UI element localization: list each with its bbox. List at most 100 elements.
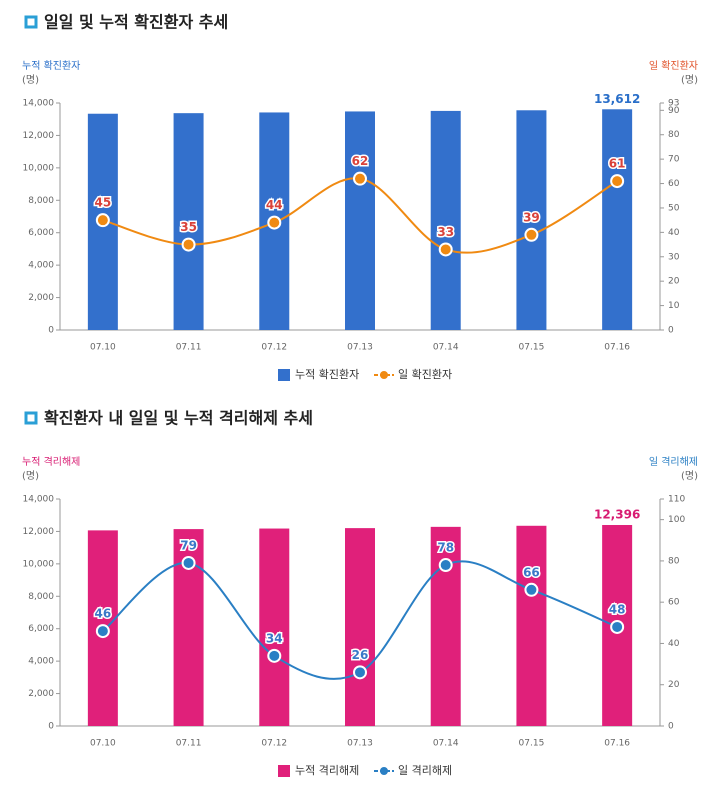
x-tick-label: 07.15 bbox=[519, 739, 545, 749]
line-point bbox=[438, 558, 453, 573]
y-tick-label: 4,000 bbox=[28, 261, 54, 271]
y-axis-unit: (명) bbox=[22, 74, 39, 86]
point-value-label: 48 bbox=[609, 602, 626, 616]
bar bbox=[345, 111, 375, 331]
point-value-label: 45 bbox=[95, 196, 112, 210]
y2-axis-label: 일 확진환자 bbox=[649, 60, 698, 72]
line-point bbox=[524, 582, 539, 597]
x-tick-label: 07.15 bbox=[519, 343, 545, 353]
y-tick-label: 14,000 bbox=[23, 495, 55, 505]
point-value-label: 35 bbox=[180, 220, 197, 234]
chart-title: 확진환자 내 일일 및 누적 격리해제 추세 bbox=[44, 409, 313, 428]
point-value-label: 46 bbox=[95, 607, 112, 621]
y2-tick-label: 80 bbox=[668, 556, 680, 566]
y2-axis-label: 일 격리해제 bbox=[649, 455, 698, 468]
y2-axis-unit: (명) bbox=[681, 74, 698, 86]
y-tick-label: 6,000 bbox=[28, 228, 54, 238]
y2-tick-label: 93 bbox=[668, 99, 679, 109]
y-axis-unit: (명) bbox=[22, 470, 39, 482]
line-point bbox=[95, 624, 110, 639]
title-icon bbox=[24, 15, 38, 29]
y2-tick-label: 60 bbox=[668, 598, 680, 608]
y2-tick-label: 20 bbox=[668, 680, 680, 690]
y-tick-label: 4,000 bbox=[28, 657, 54, 667]
x-tick-label: 07.12 bbox=[261, 343, 287, 353]
bar bbox=[516, 525, 547, 726]
line-point bbox=[353, 665, 367, 680]
legend-label: 일 확진환자 bbox=[398, 367, 452, 381]
y-axis-label: 누적 확진환자 bbox=[22, 60, 80, 72]
y2-tick-label: 100 bbox=[668, 515, 685, 525]
point-value-label: 39 bbox=[523, 210, 540, 224]
line-point bbox=[524, 227, 539, 242]
point-value-label: 33 bbox=[437, 225, 454, 239]
y-tick-label: 10,000 bbox=[23, 163, 55, 173]
y2-tick-label: 40 bbox=[668, 228, 680, 238]
bar bbox=[345, 528, 375, 726]
y2-tick-label: 0 bbox=[668, 722, 674, 732]
x-tick-label: 07.11 bbox=[176, 739, 202, 749]
y-tick-label: 2,000 bbox=[28, 689, 54, 699]
legend-label: 일 격리해제 bbox=[398, 763, 452, 777]
y2-tick-label: 110 bbox=[668, 495, 685, 505]
y-tick-label: 0 bbox=[48, 722, 54, 732]
y2-tick-label: 0 bbox=[668, 326, 674, 336]
y-tick-label: 8,000 bbox=[28, 592, 54, 602]
y-tick-label: 2,000 bbox=[28, 293, 54, 303]
chart-title: 일일 및 누적 확진환자 추세 bbox=[44, 13, 228, 32]
title-icon bbox=[24, 411, 38, 425]
line-point bbox=[610, 619, 625, 634]
y-tick-label: 8,000 bbox=[28, 196, 54, 206]
x-tick-label: 07.10 bbox=[90, 739, 116, 749]
point-value-label: 44 bbox=[266, 198, 283, 212]
line-point bbox=[267, 648, 282, 663]
x-tick-label: 07.16 bbox=[604, 739, 630, 749]
bar bbox=[173, 113, 204, 331]
y-tick-label: 12,000 bbox=[23, 527, 55, 537]
y-tick-label: 6,000 bbox=[28, 624, 54, 634]
legend-label: 누적 확진환자 bbox=[295, 368, 359, 381]
point-value-label: 79 bbox=[180, 538, 197, 552]
x-tick-label: 07.12 bbox=[261, 739, 287, 749]
x-tick-label: 07.13 bbox=[347, 739, 373, 749]
bar bbox=[259, 528, 290, 726]
y2-tick-label: 20 bbox=[668, 277, 680, 287]
x-tick-label: 07.14 bbox=[433, 739, 459, 749]
y2-tick-label: 90 bbox=[668, 106, 680, 116]
point-value-label: 78 bbox=[437, 541, 454, 555]
bar bbox=[430, 526, 461, 726]
y-tick-label: 0 bbox=[48, 326, 54, 336]
legend-swatch bbox=[278, 369, 290, 381]
x-tick-label: 07.13 bbox=[347, 343, 373, 353]
line-point bbox=[610, 174, 625, 189]
x-tick-label: 07.14 bbox=[433, 343, 459, 353]
legend-dot bbox=[380, 767, 388, 775]
y-tick-label: 10,000 bbox=[23, 559, 55, 569]
y2-tick-label: 50 bbox=[668, 203, 680, 213]
bar bbox=[516, 110, 547, 330]
y2-tick-label: 60 bbox=[668, 179, 680, 189]
line-point bbox=[438, 242, 453, 257]
y2-tick-label: 30 bbox=[668, 252, 680, 262]
x-tick-label: 07.10 bbox=[90, 343, 116, 353]
legend-label: 누적 격리해제 bbox=[295, 763, 359, 777]
point-value-label: 66 bbox=[523, 565, 540, 579]
bar bbox=[602, 109, 633, 331]
bar-value-label: 12,396 bbox=[594, 508, 640, 522]
y2-tick-label: 80 bbox=[668, 130, 680, 140]
y-tick-label: 12,000 bbox=[23, 131, 55, 141]
line-point bbox=[267, 215, 282, 230]
y-tick-label: 14,000 bbox=[23, 99, 55, 109]
line-point bbox=[181, 237, 196, 252]
legend-dot bbox=[380, 371, 388, 379]
y2-tick-label: 70 bbox=[668, 155, 680, 165]
bar-value-label: 13,612 bbox=[594, 92, 640, 106]
y2-tick-label: 40 bbox=[668, 639, 680, 649]
y2-axis-unit: (명) bbox=[681, 470, 698, 482]
y2-tick-label: 10 bbox=[668, 301, 680, 311]
x-tick-label: 07.11 bbox=[176, 343, 202, 353]
point-value-label: 61 bbox=[609, 157, 626, 171]
point-value-label: 34 bbox=[266, 631, 283, 645]
line-point bbox=[353, 171, 367, 186]
